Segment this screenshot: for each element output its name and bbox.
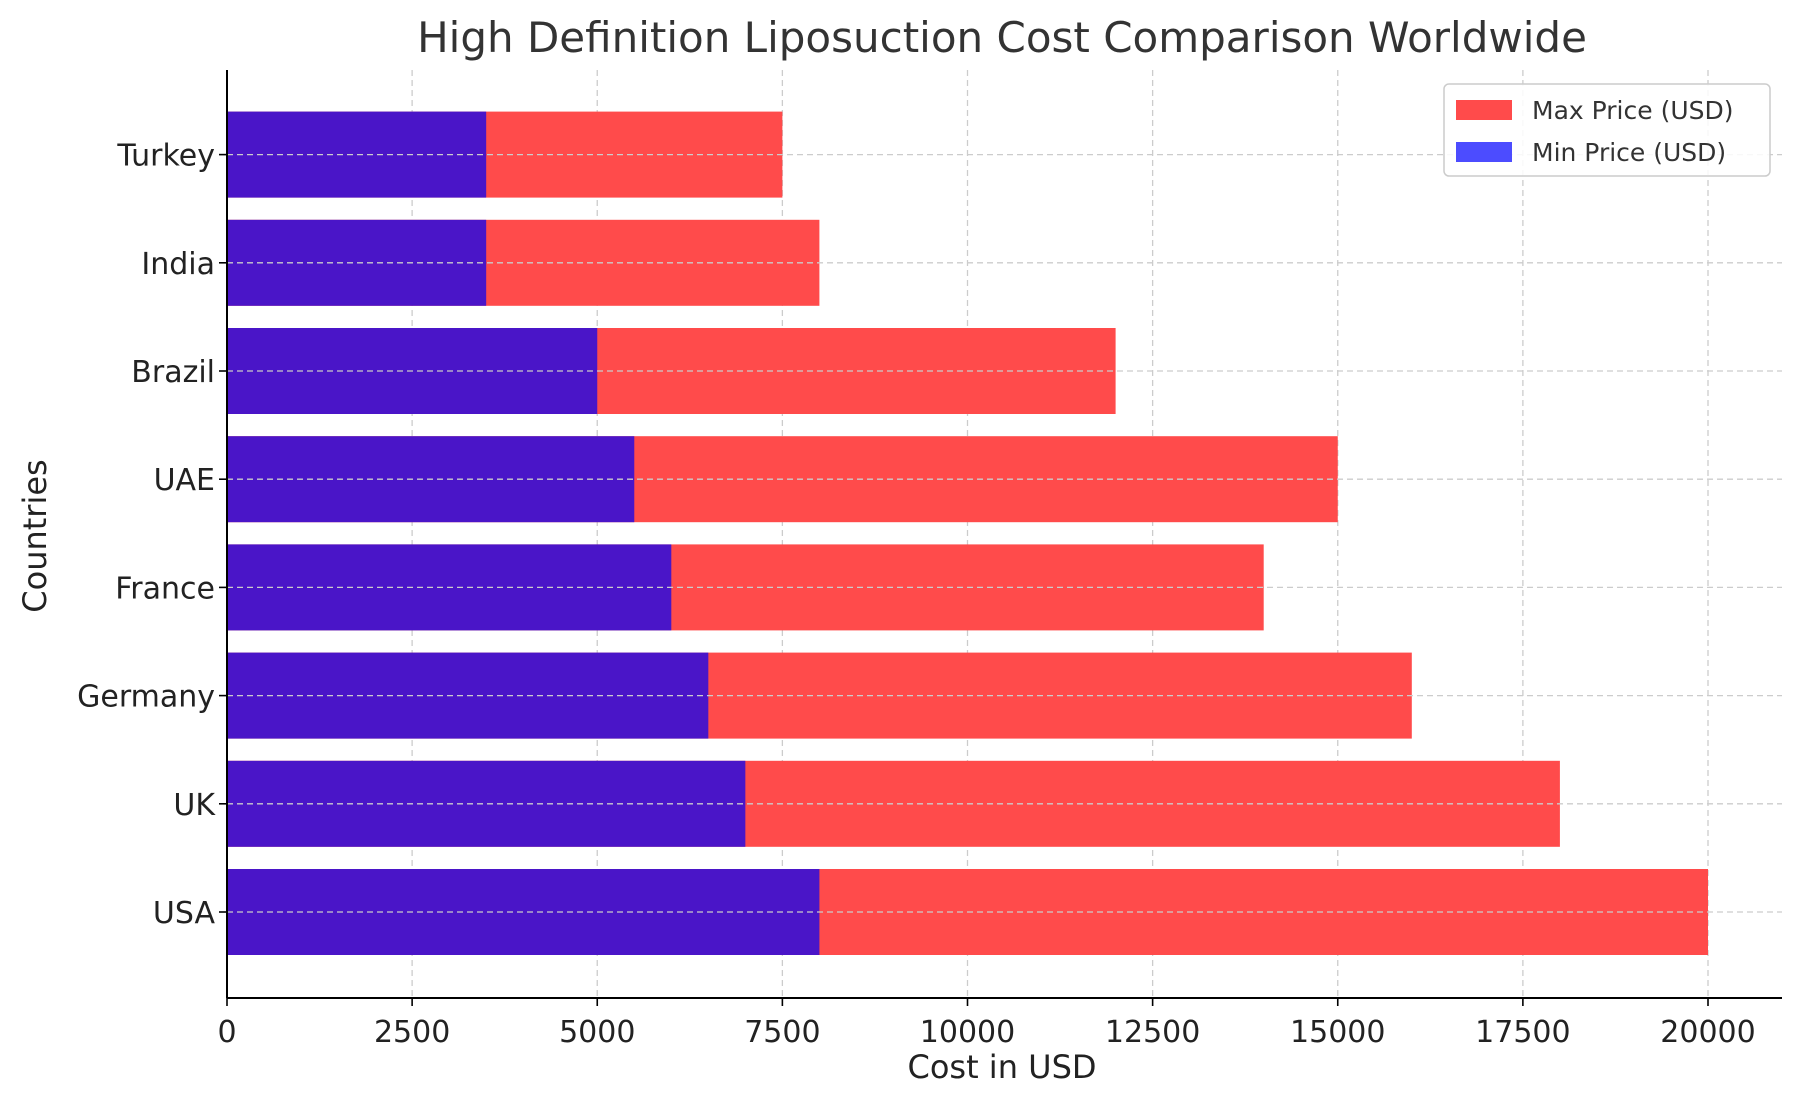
x-tick-label: 20000 <box>1660 1015 1755 1050</box>
grid <box>226 70 1709 998</box>
legend-label: Max Price (USD) <box>1532 96 1734 125</box>
x-tick-label: 10000 <box>920 1015 1015 1050</box>
y-tick-label-usa: USA <box>153 896 216 931</box>
legend: Max Price (USD) Min Price (USD) <box>1443 83 1771 177</box>
x-tick-label: 7500 <box>744 1015 820 1050</box>
axes <box>226 70 1782 999</box>
x-tick-label: 12500 <box>1105 1015 1200 1050</box>
x-tick-label: 5000 <box>559 1015 635 1050</box>
legend-swatch <box>1456 100 1512 120</box>
x-tick-label: 0 <box>217 1015 236 1050</box>
y-tick-label-uk: UK <box>173 788 216 823</box>
chart-title: High Definition Liposuction Cost Compari… <box>417 13 1587 62</box>
y-tick-label-brazil: Brazil <box>131 355 215 390</box>
y-tick-label-india: India <box>141 247 215 282</box>
legend-swatch <box>1456 142 1512 162</box>
x-tick-label: 2500 <box>374 1015 450 1050</box>
y-tick-label-germany: Germany <box>77 680 215 715</box>
y-tick-label-france: France <box>115 571 215 606</box>
legend-label: Min Price (USD) <box>1532 138 1726 167</box>
x-tick-label: 17500 <box>1475 1015 1570 1050</box>
x-tick-label: 15000 <box>1290 1015 1385 1050</box>
ticks: 0 2500 5000 7500 10000 12500 15000 17500 20000 US… <box>77 139 1756 1050</box>
legend-frame <box>1443 83 1771 177</box>
y-tick-label-turkey: Turkey <box>116 139 215 174</box>
y-axis-title: Countries <box>16 459 54 612</box>
x-axis-title: Cost in USD <box>907 1048 1096 1086</box>
y-tick-label-uae: UAE <box>154 463 215 498</box>
